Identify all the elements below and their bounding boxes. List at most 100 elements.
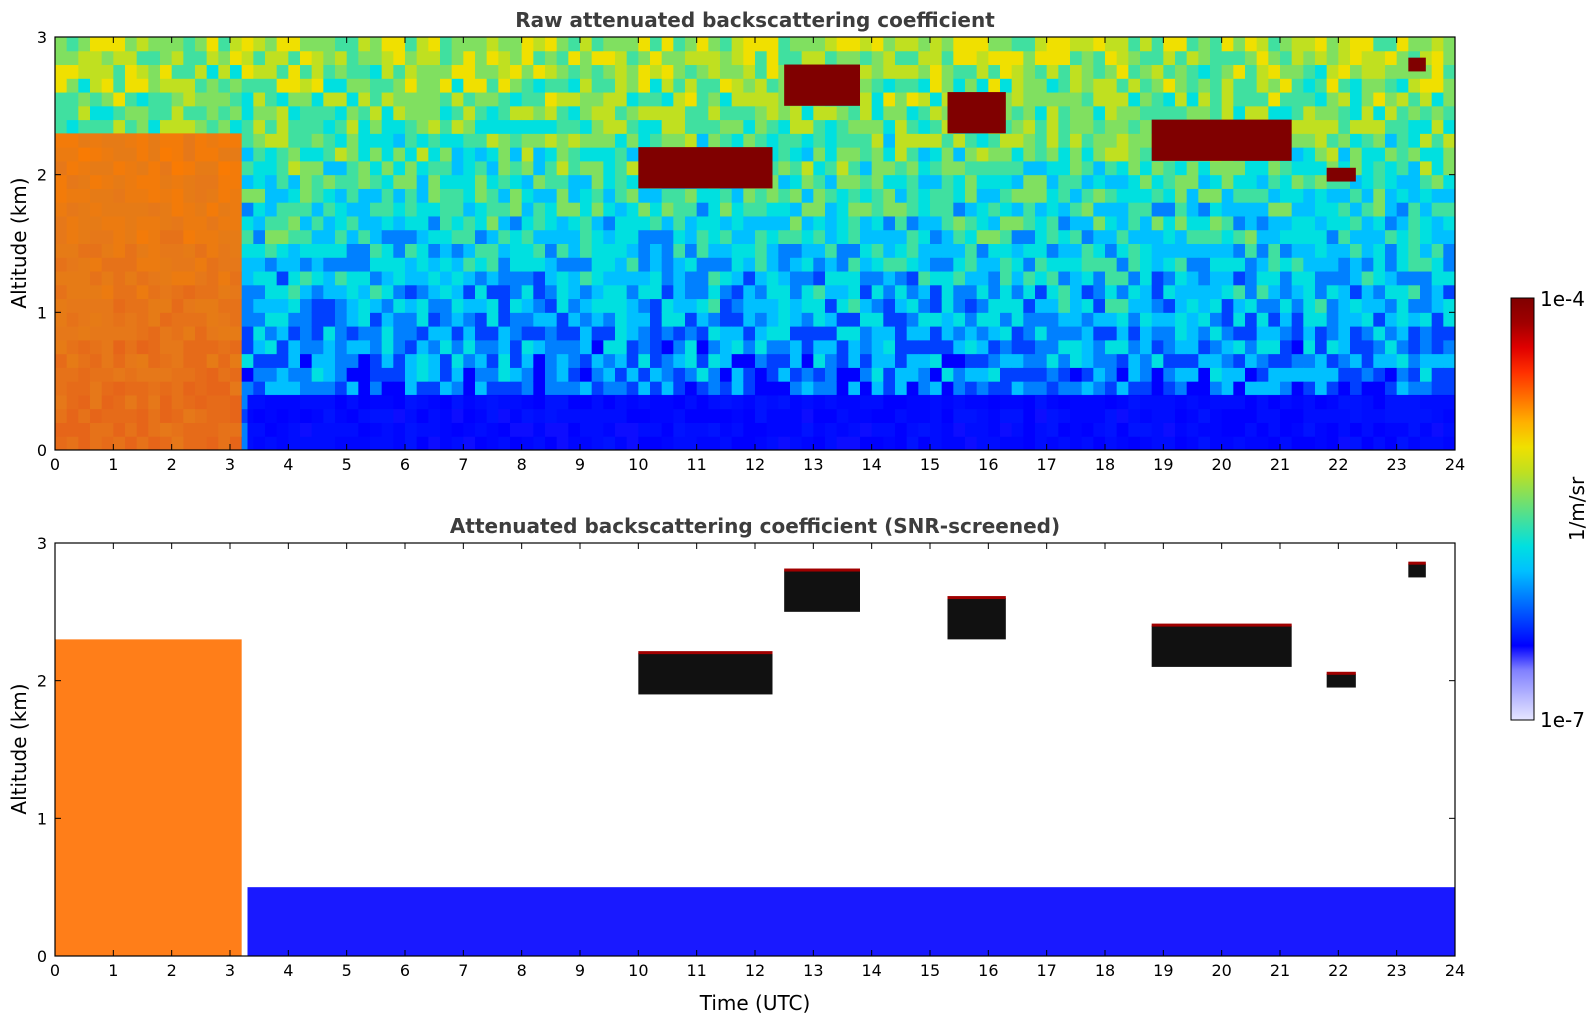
heatmap-cell xyxy=(1011,92,1024,107)
heatmap-cell xyxy=(1186,326,1199,341)
heatmap-cell xyxy=(1420,78,1433,93)
heatmap-cell xyxy=(1396,188,1409,203)
heatmap-cell xyxy=(1221,64,1234,79)
heatmap-cell xyxy=(801,133,814,148)
heatmap-cell xyxy=(871,174,884,189)
heatmap-cell xyxy=(1256,353,1269,368)
heatmap-cell xyxy=(766,229,779,244)
heatmap-cell xyxy=(895,298,908,313)
heatmap-cell xyxy=(720,105,733,121)
heatmap-cell xyxy=(661,37,674,52)
heatmap-cell xyxy=(440,78,453,93)
heatmap-feature-edge xyxy=(1326,671,1356,675)
heatmap-cell xyxy=(253,339,266,355)
heatmap-cell xyxy=(1163,312,1176,327)
heatmap-cell xyxy=(1431,339,1444,355)
heatmap-cell xyxy=(930,160,943,176)
heatmap-cell xyxy=(253,229,266,244)
heatmap-cell xyxy=(580,229,593,244)
heatmap-cell xyxy=(206,64,219,79)
heatmap-cell xyxy=(1116,326,1129,341)
heatmap-cell xyxy=(813,105,826,121)
heatmap-cell xyxy=(346,202,359,217)
heatmap-cell xyxy=(335,174,348,189)
heatmap-cell xyxy=(1408,105,1421,121)
heatmap-cell xyxy=(416,37,429,52)
heatmap-cell xyxy=(1373,271,1386,286)
heatmap-cell xyxy=(253,105,266,121)
heatmap-cell xyxy=(265,326,278,341)
heatmap-cell xyxy=(1350,243,1363,258)
heatmap-cell xyxy=(626,298,639,313)
heatmap-cell xyxy=(1431,37,1444,52)
heatmap-cell xyxy=(673,50,686,66)
heatmap-cell xyxy=(300,37,313,52)
heatmap-cell xyxy=(918,174,931,189)
heatmap-cell xyxy=(510,339,523,355)
heatmap-cell xyxy=(580,133,593,148)
heatmap-cell xyxy=(1011,312,1024,327)
heatmap-cell xyxy=(685,188,698,203)
heatmap-cell xyxy=(1070,78,1083,93)
heatmap-cell xyxy=(778,271,791,286)
x-tick-label: 24 xyxy=(1445,455,1465,474)
heatmap-cell xyxy=(1256,92,1269,107)
heatmap-cell xyxy=(335,326,348,341)
heatmap-cell xyxy=(778,174,791,189)
heatmap-cell xyxy=(335,243,348,258)
heatmap-cell xyxy=(1280,229,1293,244)
heatmap-cell xyxy=(463,271,476,286)
heatmap-cell xyxy=(1011,188,1024,203)
heatmap-cell xyxy=(451,298,464,313)
heatmap-cell xyxy=(755,64,768,79)
heatmap-cell xyxy=(1420,381,1433,396)
heatmap-cell xyxy=(661,215,674,231)
heatmap-cell xyxy=(1303,147,1316,162)
heatmap-cell xyxy=(1233,271,1246,286)
heatmap-cell xyxy=(743,257,756,272)
heatmap-cell xyxy=(556,50,569,66)
heatmap-cell xyxy=(1035,105,1048,121)
heatmap-cell xyxy=(440,243,453,258)
heatmap-cell xyxy=(941,257,954,272)
heatmap-cell xyxy=(1431,78,1444,93)
heatmap-cell xyxy=(381,353,394,368)
heatmap-cell xyxy=(918,312,931,327)
heatmap-cell xyxy=(766,381,779,396)
heatmap-cell xyxy=(1373,257,1386,272)
heatmap-cell xyxy=(1233,284,1246,300)
heatmap-cell xyxy=(1245,37,1258,52)
heatmap-cell xyxy=(778,243,791,258)
heatmap-cell xyxy=(300,284,313,300)
heatmap-cell xyxy=(335,133,348,148)
heatmap-cell xyxy=(965,50,978,66)
heatmap-cell xyxy=(416,105,429,121)
heatmap-cell xyxy=(241,92,254,107)
heatmap-cell xyxy=(1361,381,1374,396)
heatmap-cell xyxy=(673,64,686,79)
heatmap-cell xyxy=(825,381,838,396)
heatmap-cell xyxy=(533,160,546,176)
heatmap-cell xyxy=(848,37,861,52)
heatmap-cell xyxy=(1151,174,1164,189)
heatmap-cell xyxy=(66,119,79,134)
heatmap-cell xyxy=(428,37,441,52)
heatmap-cell xyxy=(370,92,383,107)
heatmap-cell xyxy=(125,50,138,66)
heatmap-cell xyxy=(1198,326,1211,341)
heatmap-cell xyxy=(591,50,604,66)
heatmap-cell xyxy=(1210,160,1223,176)
heatmap-cell xyxy=(1128,284,1141,300)
heatmap-cell xyxy=(1385,105,1398,121)
heatmap-cell xyxy=(603,188,616,203)
heatmap-cell xyxy=(533,215,546,231)
heatmap-cell xyxy=(685,257,698,272)
heatmap-cell xyxy=(626,174,639,189)
heatmap-cell xyxy=(801,339,814,355)
heatmap-cell xyxy=(918,133,931,148)
heatmap-cell xyxy=(580,119,593,134)
heatmap-cell xyxy=(1420,133,1433,148)
heatmap-cell xyxy=(556,353,569,368)
heatmap-cell xyxy=(941,188,954,203)
